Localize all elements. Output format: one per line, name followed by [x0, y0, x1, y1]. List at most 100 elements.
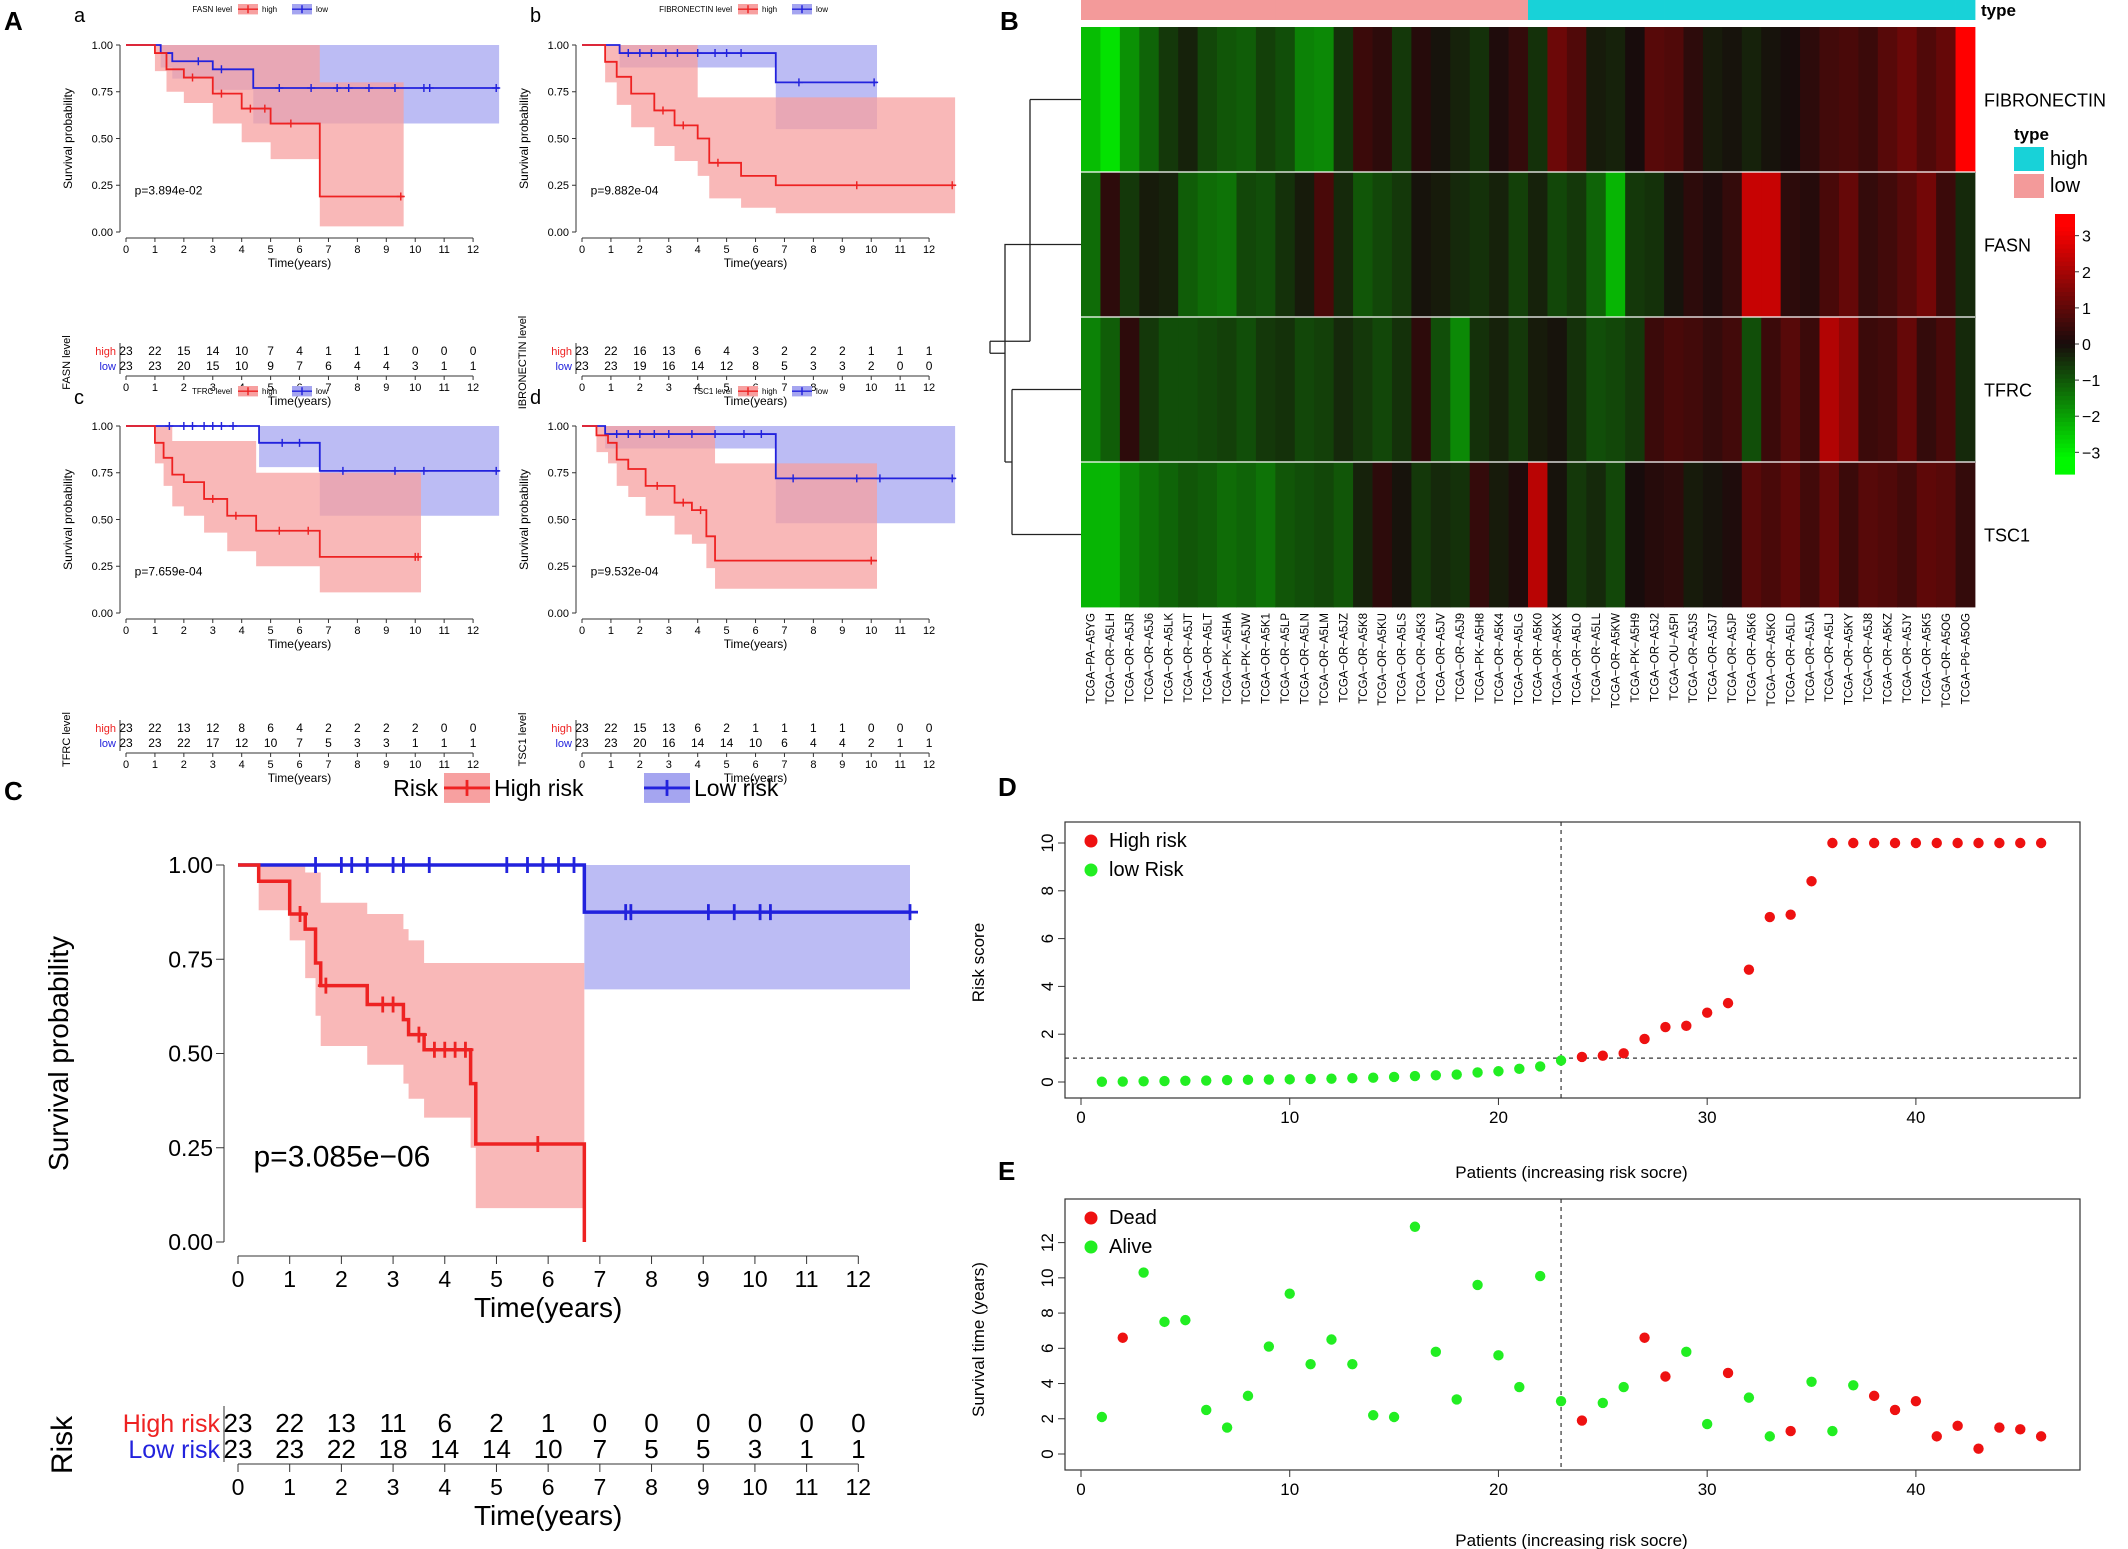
type-annotation-cell [1294, 0, 1315, 20]
color-scale: 3 2 1 0 −1 −2 −3 [2055, 214, 2100, 475]
color-scale-segment [2055, 322, 2075, 328]
risk-count-high: 0 [799, 1408, 813, 1438]
color-scale-segment [2055, 370, 2075, 375]
data-point [1451, 1394, 1462, 1405]
risk-count-high: 22 [604, 721, 618, 735]
y-tick-label: 0.50 [168, 1041, 213, 1067]
heatmap-cell [1528, 27, 1548, 173]
risk-count-high: 6 [438, 1408, 452, 1438]
risk-count-high: 1 [383, 344, 390, 358]
heatmap-cell [1469, 462, 1490, 608]
risk-x-axis-label: Time(years) [268, 394, 332, 408]
high-censor-mark [529, 1135, 546, 1152]
risk-count-low: 10 [534, 1434, 563, 1464]
high-survival-curve [582, 425, 878, 562]
heatmap-cell [1586, 27, 1607, 173]
color-scale-segment [2055, 383, 2075, 388]
heatmap-cell [1294, 27, 1315, 173]
sample-label: TCGA−OR−A5J7 [1708, 613, 1720, 702]
heatmap-cell [1722, 172, 1743, 318]
x-tick-label: 4 [695, 244, 701, 256]
data-point [1138, 1267, 1149, 1278]
risk-count-low: 1 [897, 736, 904, 750]
data-point [1973, 1443, 1984, 1454]
heatmap-cell [1838, 462, 1859, 608]
legend: High risk low Risk [1084, 830, 1188, 881]
heatmap-cell [1683, 27, 1704, 173]
heatmap-cell [1197, 317, 1218, 463]
risk-x-tick-label: 6 [296, 759, 302, 771]
low-censor-mark [852, 474, 861, 483]
sample-label: TCGA−PA−A5YG [1086, 613, 1098, 704]
y-tick-label: 1.00 [548, 421, 569, 433]
sample-label: TCGA−OR−A5KX [1552, 613, 1564, 705]
heatmap-cell [1450, 462, 1471, 608]
data-point [1472, 1279, 1483, 1291]
subpanel-label: c [74, 387, 84, 409]
x-tick-label: 8 [354, 625, 360, 637]
color-scale-segment [2055, 469, 2075, 475]
heatmap-cell [1761, 462, 1782, 608]
data-point [1242, 1390, 1254, 1402]
low-censor-mark [726, 904, 743, 921]
heatmap-cell [1217, 462, 1237, 608]
heatmap-cell [1819, 172, 1840, 318]
risk-table-title: TSC1 level [517, 713, 529, 767]
risk-x-tick-label: 3 [210, 759, 216, 771]
risk-count-high: 13 [662, 344, 676, 358]
low-censor-mark [762, 904, 779, 921]
heatmap-cell [1858, 317, 1879, 463]
heatmap-cell [1838, 172, 1859, 318]
data-point [1660, 1371, 1671, 1382]
low-censor-mark [307, 857, 324, 873]
low-censor-mark [194, 57, 203, 66]
legend-marker [1084, 1240, 1098, 1254]
data-point [1889, 837, 1901, 849]
y-tick-label: 0.25 [548, 180, 569, 192]
heatmap-cell [1819, 27, 1840, 173]
high-censor-mark [396, 192, 405, 201]
heatmap-cell [1333, 172, 1354, 318]
sample-label: TCGA−OR−A5JZ [1338, 613, 1350, 702]
low-censor-mark [338, 466, 347, 475]
type-annotation-cell [1469, 0, 1490, 20]
x-axis-label: Time(years) [474, 1292, 622, 1323]
low-censor-mark [650, 430, 659, 439]
heatmap-cell [1780, 317, 1801, 463]
heatmap-cell [1547, 462, 1568, 608]
heatmap-cell [1275, 172, 1296, 318]
risk-x-tick-label: 12 [467, 382, 479, 394]
risk-count-low: 2 [868, 736, 875, 750]
risk-count-low: 19 [633, 359, 647, 373]
risk-count-high: 0 [748, 1408, 762, 1438]
heatmap-cell [1236, 172, 1257, 318]
risk-count-high: 1 [926, 344, 933, 358]
low-censor-mark [711, 49, 720, 58]
data-point [1994, 1422, 2005, 1433]
type-legend-label-low: low [2050, 175, 2081, 197]
risk-count-high: 0 [441, 344, 448, 358]
x-tick-label: 8 [645, 1266, 658, 1292]
high-censor-mark [231, 511, 240, 520]
risk-count-low: 12 [720, 359, 734, 373]
x-tick-label: 5 [724, 244, 730, 256]
sample-label: TCGA−OR−A5K3 [1416, 613, 1428, 704]
data-point [1534, 1061, 1546, 1072]
x-tick-label: 0 [1076, 1108, 1085, 1127]
heatmap-panel: type FIBRONECTIN FASN TFRC TSC1 TCGA−PA−A5YG T… [989, 0, 2106, 708]
legend: TFRC level high low [192, 386, 328, 397]
risk-count-low: 20 [177, 359, 191, 373]
color-scale-segment [2055, 443, 2075, 449]
x-axis-label: Time(years) [268, 637, 332, 651]
heatmap-cell [1372, 317, 1393, 463]
sample-label: TCGA−OR−A5J6 [1144, 613, 1156, 702]
heatmap-cell [1800, 172, 1820, 318]
data-point [1388, 1071, 1400, 1083]
legend-marker [1084, 1211, 1098, 1225]
data-point [1931, 1431, 1942, 1442]
risk-count-low: 23 [224, 1434, 253, 1464]
y-tick-label: 0.75 [168, 946, 213, 972]
color-scale-segment [2055, 222, 2075, 228]
high-censor-mark [696, 506, 705, 515]
risk-x-tick-label: 4 [695, 759, 701, 771]
